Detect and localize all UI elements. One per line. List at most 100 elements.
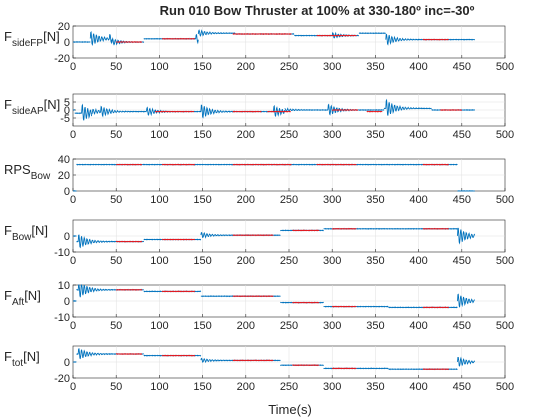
series-blue-segment	[198, 104, 238, 119]
x-tick-label: 450	[453, 129, 471, 141]
series-blue-segment	[72, 235, 77, 237]
y-axis-label: RPSBow	[4, 162, 51, 182]
y-label-main: F	[4, 349, 12, 364]
x-tick-label: 50	[110, 255, 122, 267]
y-axis-label: FAft[N]	[4, 288, 41, 308]
series-red-segment	[161, 37, 196, 40]
series-red-segment	[366, 110, 383, 113]
x-tick-label: 150	[193, 194, 211, 206]
series-blue-segment	[457, 293, 475, 308]
x-tick-label: 500	[496, 61, 514, 73]
series-red-segment	[422, 227, 449, 230]
series-blue-segment	[120, 110, 147, 113]
subplot-4: 0 50 100 150 200 250 300 350 400 450 5000-10FBow[N…	[4, 219, 514, 267]
x-tick-label: 450	[453, 320, 471, 332]
series-blue-segment	[197, 29, 236, 37]
x-tick-label: 200	[237, 320, 255, 332]
x-tick-label: 50	[110, 381, 122, 393]
series-blue-segment	[457, 356, 476, 367]
y-tick-label: 0	[64, 37, 70, 49]
x-tick-label: 500	[496, 320, 514, 332]
x-tick-label: 50	[110, 61, 122, 73]
y-label-subscript: sideAP	[12, 106, 44, 117]
subplot-5: 0 50 100 150 200 250 300 350 400 450 500100-10FAft…	[4, 280, 514, 332]
x-tick-label: 200	[237, 61, 255, 73]
series-blue-segment	[72, 300, 77, 302]
x-tick-label: 250	[280, 320, 298, 332]
series-red-segment	[292, 364, 320, 367]
series-red-segment	[115, 163, 143, 166]
y-label-main: F	[4, 97, 12, 112]
y-label-subscript: Bow	[12, 232, 32, 243]
series-red-segment	[331, 367, 357, 370]
x-tick-label: 450	[453, 381, 471, 393]
series-red-segment	[440, 108, 463, 112]
x-tick-label: 0	[70, 129, 76, 141]
x-tick-label: 500	[496, 194, 514, 206]
x-tick-label: 300	[323, 381, 341, 393]
x-tick-label: 150	[193, 129, 211, 141]
y-tick-label: -5	[60, 113, 70, 125]
y-tick-label: 0	[64, 105, 70, 117]
subplot-1: 0 50 100 150 200 250 300 350 400 450 500200-20Fsid…	[4, 21, 514, 73]
series-red-segment	[316, 163, 357, 166]
x-tick-label: 150	[193, 61, 211, 73]
series-red-segment	[331, 108, 359, 112]
x-tick-label: 50	[110, 194, 122, 206]
x-tick-label: 300	[323, 129, 341, 141]
x-tick-label: 450	[453, 255, 471, 267]
x-tick-label: 50	[110, 320, 122, 332]
x-tick-label: 100	[150, 61, 168, 73]
x-tick-label: 250	[280, 194, 298, 206]
y-label-main: F	[4, 29, 12, 44]
y-tick-label: 20	[58, 21, 70, 33]
x-tick-label: 300	[323, 194, 341, 206]
y-axis-label: FsideAP[N]	[4, 97, 60, 117]
x-tick-label: 350	[366, 255, 384, 267]
series-red-segment	[161, 238, 196, 241]
x-tick-label: 250	[280, 255, 298, 267]
x-tick-label: 400	[409, 194, 427, 206]
series-red-segment	[161, 290, 196, 293]
series-red-segment	[232, 234, 274, 237]
series-red-segment	[232, 32, 292, 36]
x-tick-label: 350	[366, 129, 384, 141]
y-label-subscript: Bow	[31, 171, 51, 182]
x-tick-label: 200	[237, 194, 255, 206]
series-red-segment	[154, 110, 195, 113]
x-tick-label: 0	[70, 255, 76, 267]
x-tick-label: 200	[237, 381, 255, 393]
y-label-main: F	[4, 223, 12, 238]
x-tick-label: 100	[150, 129, 168, 141]
x-tick-label: 250	[280, 381, 298, 393]
figure-title: Run 010 Bow Thruster at 100% at 330-180º…	[160, 3, 475, 18]
x-tick-label: 0	[70, 381, 76, 393]
series-blue-segment	[358, 32, 386, 35]
series-blue-segment	[284, 103, 385, 116]
series-red-segment	[115, 353, 143, 355]
series-red-segment	[331, 227, 357, 230]
x-tick-label: 0	[70, 320, 76, 332]
y-tick-label: 0	[64, 357, 70, 369]
series-blue-segment	[74, 103, 93, 121]
x-tick-label: 150	[193, 381, 211, 393]
y-tick-label: 5	[64, 97, 70, 109]
y-tick-label: 20	[58, 170, 70, 182]
y-label-unit: [N]	[31, 223, 48, 238]
x-tick-label: 100	[150, 255, 168, 267]
y-tick-label: 10	[58, 280, 70, 292]
series-red-segment	[115, 240, 143, 243]
y-tick-label: -10	[54, 312, 70, 324]
x-tick-label: 450	[453, 61, 471, 73]
series-red-segment	[422, 38, 449, 41]
y-label-unit: [N]	[43, 29, 60, 44]
y-label-subscript: tot	[12, 358, 23, 369]
y-tick-label: 40	[58, 154, 70, 166]
x-tick-label: 400	[409, 255, 427, 267]
y-label-main: RPS	[4, 162, 31, 177]
x-tick-label: 200	[237, 255, 255, 267]
series-blue-segment	[89, 30, 113, 46]
x-tick-label: 150	[193, 255, 211, 267]
series-red-segment	[232, 163, 292, 166]
x-tick-label: 350	[366, 61, 384, 73]
